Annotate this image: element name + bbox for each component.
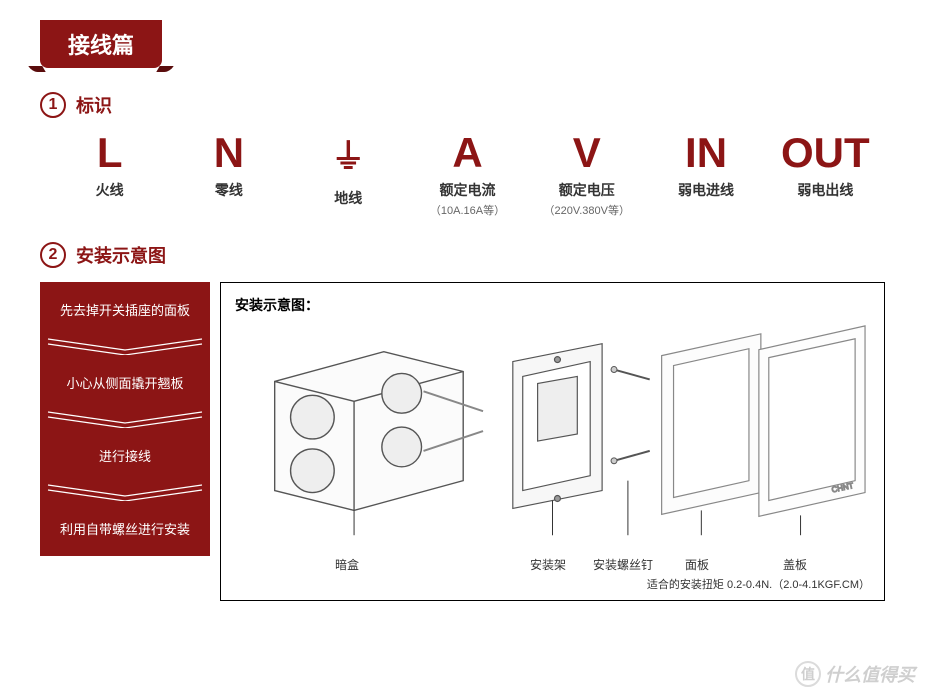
- chevron-down-icon: [40, 483, 210, 501]
- symbol-item: L 火线: [50, 132, 169, 218]
- diagram-title: 安装示意图：: [235, 295, 870, 315]
- symbol-label: 额定电流: [408, 180, 527, 200]
- symbol-item: IN 弱电进线: [646, 132, 765, 218]
- symbol-sub: （220V.380V等）: [527, 202, 646, 218]
- part-label: 安装架: [530, 556, 566, 573]
- watermark: 值 什么值得买: [795, 661, 915, 687]
- step-item: 小心从侧面撬开翘板: [40, 355, 210, 410]
- symbol-glyph: ⏚: [289, 132, 408, 182]
- symbol-item: A 额定电流 （10A.16A等）: [408, 132, 527, 218]
- install-steps: 先去掉开关插座的面板 小心从侧面撬开翘板 进行接线 利用自带螺丝进行安装: [40, 282, 210, 601]
- installation-wrapper: 先去掉开关插座的面板 小心从侧面撬开翘板 进行接线 利用自带螺丝进行安装 安装示…: [40, 282, 885, 601]
- section-1-number: 1: [40, 92, 66, 118]
- step-item: 先去掉开关插座的面板: [40, 282, 210, 337]
- exploded-view-svg: CHNT: [235, 321, 870, 551]
- chevron-down-icon: [40, 410, 210, 428]
- step-text: 先去掉开关插座的面板: [60, 303, 190, 318]
- symbol-label: 弱电出线: [766, 180, 885, 200]
- section-1-title: 标识: [76, 92, 112, 118]
- symbol-glyph: N: [169, 132, 288, 174]
- section-2-title: 安装示意图: [76, 242, 166, 268]
- symbol-glyph: L: [50, 132, 169, 174]
- symbol-label: 火线: [50, 180, 169, 200]
- step-item: 利用自带螺丝进行安装: [40, 501, 210, 556]
- symbol-sub: （10A.16A等）: [408, 202, 527, 218]
- torque-note: 适合的安装扭矩 0.2-0.4N.（2.0-4.1KGF.CM）: [235, 576, 870, 592]
- symbol-label: 弱电进线: [646, 180, 765, 200]
- step-text: 进行接线: [99, 449, 151, 464]
- symbol-glyph: IN: [646, 132, 765, 174]
- part-label: 安装螺丝钉: [593, 556, 653, 573]
- section-1-header: 1 标识: [40, 92, 885, 118]
- chevron-down-icon: [40, 337, 210, 355]
- section-2-header: 2 安装示意图: [40, 242, 885, 268]
- part-label: 暗盒: [335, 556, 359, 573]
- symbol-glyph: OUT: [766, 132, 885, 174]
- watermark-icon: 值: [795, 661, 821, 687]
- symbol-glyph: A: [408, 132, 527, 174]
- step-item: 进行接线: [40, 428, 210, 483]
- step-text: 利用自带螺丝进行安装: [60, 522, 190, 537]
- install-diagram: 安装示意图：: [220, 282, 885, 601]
- badge-text: 接线篇: [68, 33, 134, 58]
- symbol-label: 零线: [169, 180, 288, 200]
- watermark-text: 什么值得买: [825, 661, 915, 687]
- section-badge: 接线篇: [40, 20, 162, 68]
- part-label: 盖板: [783, 556, 807, 573]
- part-label: 面板: [685, 556, 709, 573]
- symbol-item: V 额定电压 （220V.380V等）: [527, 132, 646, 218]
- step-text: 小心从侧面撬开翘板: [66, 376, 183, 391]
- symbol-item: OUT 弱电出线: [766, 132, 885, 218]
- symbol-label: 地线: [289, 188, 408, 208]
- symbols-row: L 火线 N 零线 ⏚ 地线 A 额定电流 （10A.16A等） V 额定电压 …: [50, 132, 885, 218]
- symbol-glyph: V: [527, 132, 646, 174]
- symbol-item: N 零线: [169, 132, 288, 218]
- symbol-label: 额定电压: [527, 180, 646, 200]
- symbol-item: ⏚ 地线: [289, 132, 408, 218]
- section-2-number: 2: [40, 242, 66, 268]
- diagram-part-labels: 暗盒 安装架 安装螺丝钉 面板 盖板: [235, 556, 870, 574]
